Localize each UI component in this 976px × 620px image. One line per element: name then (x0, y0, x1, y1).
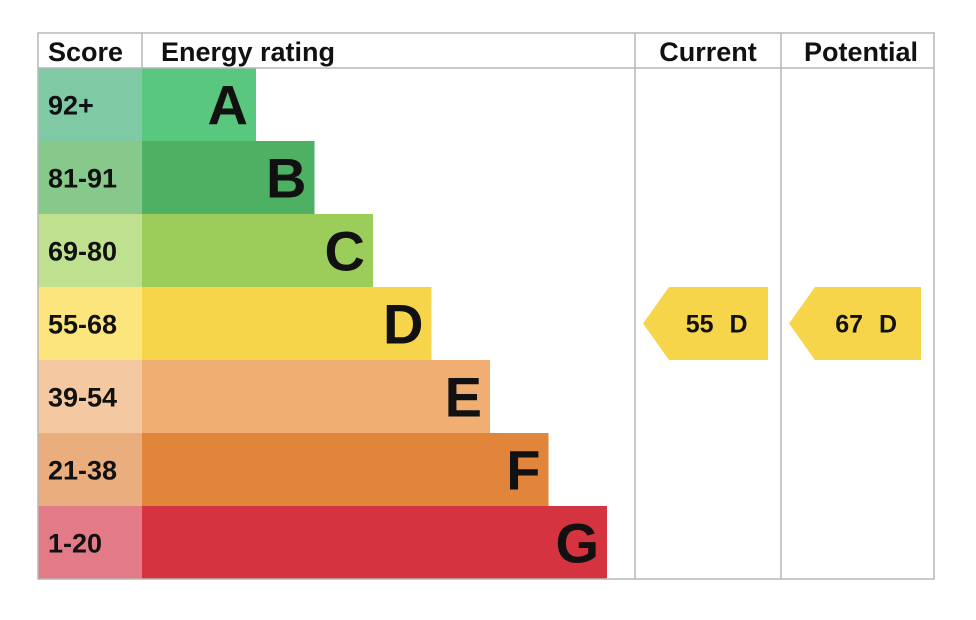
score-cell-d (38, 287, 142, 360)
current-header: Current (659, 37, 757, 67)
score-cell-f (38, 433, 142, 506)
score-cell-g (38, 506, 142, 579)
score-cell-c (38, 214, 142, 287)
current-score: 55 (686, 311, 714, 339)
score-cell-e (38, 360, 142, 433)
header-row: Score Energy rating Current Potential (48, 37, 918, 67)
band-letter-g: G (555, 512, 599, 575)
band-letter-f: F (506, 439, 540, 502)
potential-letter: D (879, 311, 897, 339)
band-bar-a (142, 68, 256, 141)
energy-rating-header: Energy rating (161, 37, 335, 67)
band-letter-e: E (445, 366, 482, 429)
potential-rating-arrow (789, 287, 921, 360)
potential-header: Potential (804, 37, 918, 67)
arrows-layer: 55 D 67 D (643, 287, 921, 360)
band-bar-d (142, 287, 432, 360)
score-range-e: 39-54 (48, 383, 117, 413)
table-border (37, 32, 935, 580)
band-bar-f (142, 433, 549, 506)
current-rating-arrow (643, 287, 768, 360)
bands-layer: 92+ A 81-91 B 69-80 C 55-68 D 39-54 E 21-38 F 1-20 G (38, 68, 607, 579)
band-letter-c: C (325, 220, 365, 283)
band-bar-c (142, 214, 373, 287)
band-letter-d: D (383, 293, 423, 356)
current-letter: D (730, 311, 748, 339)
score-range-f: 21-38 (48, 456, 117, 486)
score-range-a: 92+ (48, 91, 94, 121)
score-range-c: 69-80 (48, 237, 117, 267)
table-grid (37, 32, 935, 580)
score-cell-b (38, 141, 142, 214)
band-bar-g (142, 506, 607, 579)
score-header: Score (48, 37, 123, 67)
score-range-b: 81-91 (48, 164, 117, 194)
band-letter-b: B (266, 147, 306, 210)
score-cell-a (38, 68, 142, 141)
band-bar-e (142, 360, 490, 433)
potential-score: 67 (835, 311, 863, 339)
band-bar-b (142, 141, 315, 214)
score-range-g: 1-20 (48, 529, 102, 559)
band-letter-a: A (208, 74, 248, 137)
score-range-d: 55-68 (48, 310, 117, 340)
